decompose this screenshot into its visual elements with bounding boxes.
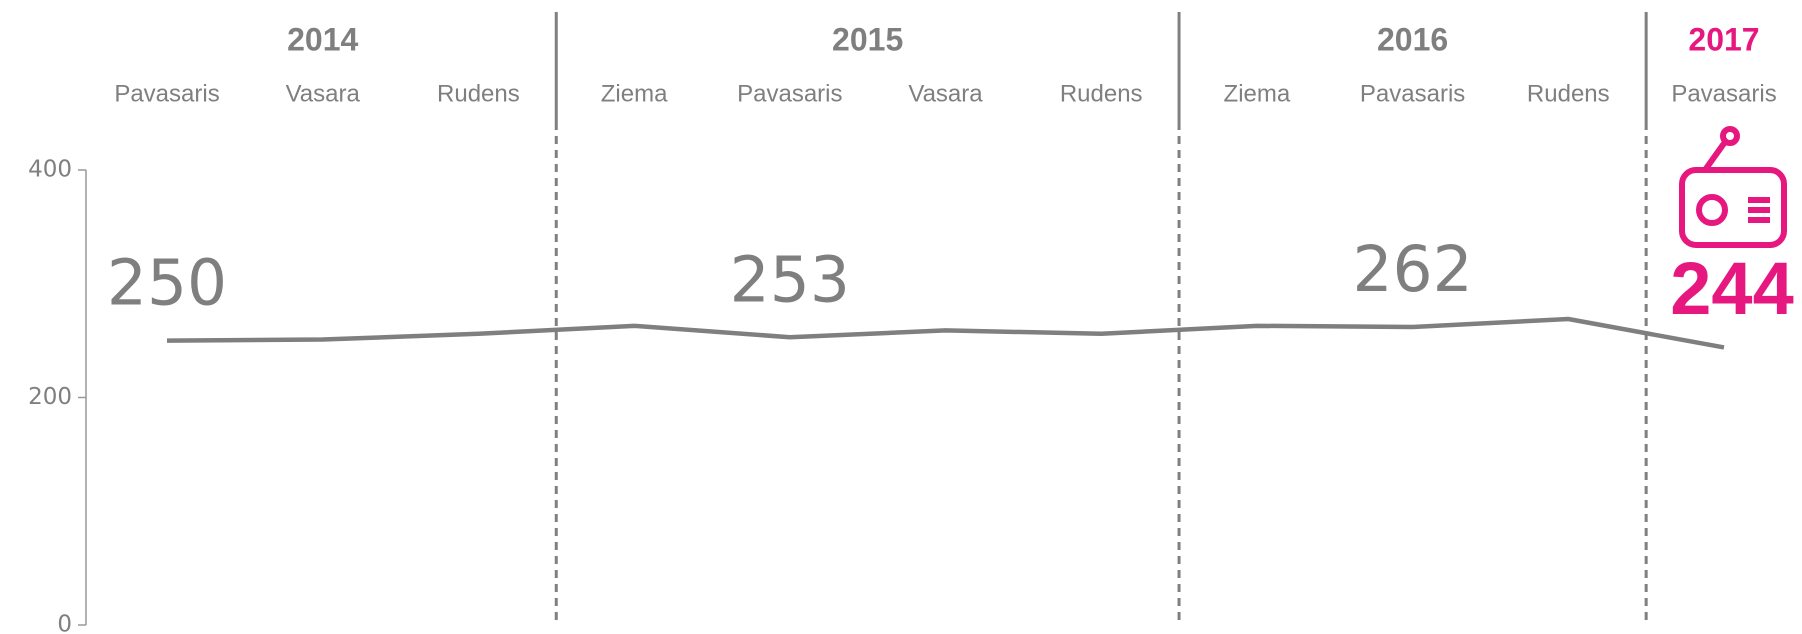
x-tick-label: Pavasaris (1671, 80, 1776, 107)
value-label: 250 (107, 247, 227, 320)
x-tick-label: Rudens (1527, 80, 1610, 107)
x-tick-label: Pavasaris (1360, 80, 1465, 107)
x-tick-label: Vasara (908, 80, 983, 107)
value-label: 244 (1670, 247, 1793, 330)
x-tick-label: Ziema (1224, 80, 1291, 107)
group-label: 2017 (1688, 21, 1759, 57)
group-label: 2015 (832, 21, 903, 57)
y-tick-label: 0 (57, 612, 72, 634)
value-label: 253 (730, 243, 850, 316)
x-tick-label: Vasara (286, 80, 361, 107)
line (166, 316, 1725, 350)
value-label: 262 (1352, 233, 1472, 306)
y-tick-label: 200 (28, 384, 72, 410)
x-tick-label: Rudens (1060, 80, 1143, 107)
x-tick-label: Ziema (601, 80, 668, 107)
x-tick-label: Pavasaris (737, 80, 842, 107)
y-tick-label: 400 (28, 157, 72, 183)
group-label: 2014 (287, 21, 358, 57)
x-tick-label: Pavasaris (114, 80, 219, 107)
x-tick-label: Rudens (437, 80, 520, 107)
radio-icon (1679, 126, 1787, 248)
group-label: 2016 (1377, 21, 1448, 57)
